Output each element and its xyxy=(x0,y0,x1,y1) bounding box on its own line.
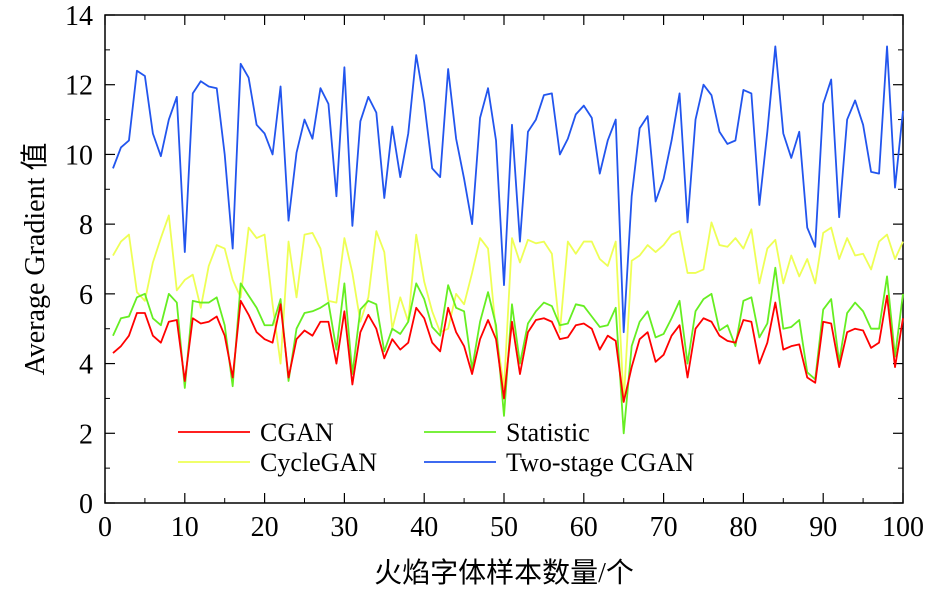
legend: CGAN Statistic CycleGAN Two-stage CGAN xyxy=(178,418,694,477)
y-tick-label: 8 xyxy=(79,210,93,241)
series-lines xyxy=(112,45,904,435)
y-axis-label: Average Gradient 值 xyxy=(19,143,51,376)
series-line-statistic xyxy=(112,266,904,435)
series-line-cgan xyxy=(112,294,904,403)
x-tick-label: 90 xyxy=(809,512,837,543)
x-axis-label: 火焰字体样本数量/个 xyxy=(374,557,634,589)
y-tick-label: 14 xyxy=(65,1,93,32)
x-tick-label: 70 xyxy=(650,512,678,543)
x-tick-label: 40 xyxy=(410,512,438,543)
x-tick-label: 60 xyxy=(570,512,598,543)
legend-label-cyclegan: CycleGAN xyxy=(260,448,377,477)
y-tick-label: 2 xyxy=(79,419,93,450)
series-line-two-stage-cgan xyxy=(112,45,904,334)
series-line-cyclegan xyxy=(112,214,904,403)
legend-label-cgan: CGAN xyxy=(260,418,334,447)
legend-label-statistic: Statistic xyxy=(506,418,590,447)
legend-label-two-stage-cgan: Two-stage CGAN xyxy=(506,448,694,477)
y-tick-label: 6 xyxy=(79,280,93,311)
x-tick-label: 50 xyxy=(490,512,518,543)
x-tick-label: 30 xyxy=(330,512,358,543)
x-tick-label: 0 xyxy=(98,512,112,543)
plot-area xyxy=(104,14,904,504)
y-tick-label: 10 xyxy=(65,140,93,171)
axis-ticks xyxy=(104,14,904,504)
x-tick-label: 80 xyxy=(729,512,757,543)
x-tick-label: 20 xyxy=(251,512,279,543)
axis-tick-labels: 0 10 20 30 40 50 60 70 80 90 100 0 2 4 6 8 10 12 14 xyxy=(65,1,924,543)
y-tick-label: 12 xyxy=(65,71,93,102)
y-tick-label: 4 xyxy=(79,350,93,381)
y-tick-label: 0 xyxy=(79,489,93,520)
x-tick-label: 10 xyxy=(171,512,199,543)
x-tick-label: 100 xyxy=(882,512,924,543)
